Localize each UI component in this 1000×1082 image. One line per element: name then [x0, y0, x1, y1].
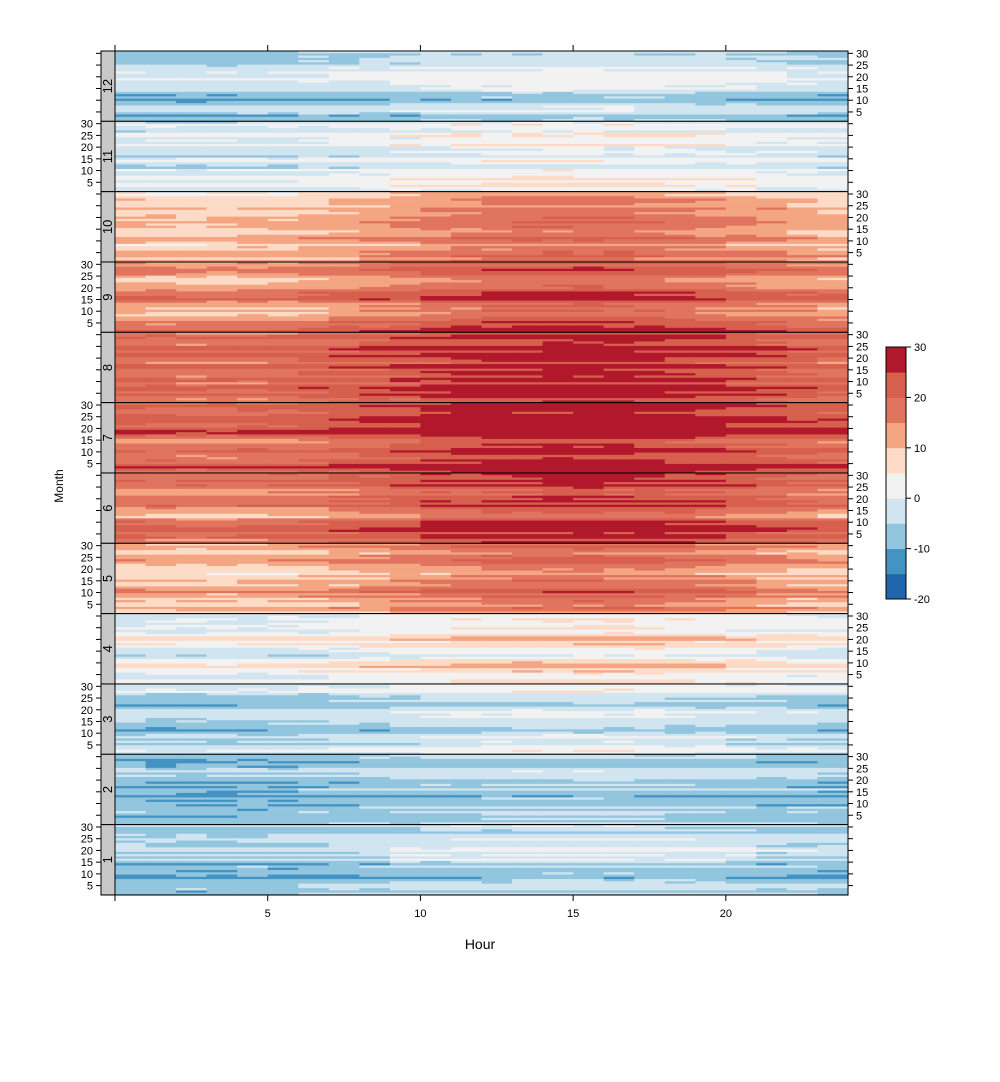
y-tick-label: 20: [856, 353, 868, 365]
y-tick-label: 5: [87, 459, 93, 471]
y-tick-label: 5: [87, 177, 93, 189]
y-tick-label: 25: [81, 412, 93, 424]
y-tick-label: 30: [81, 119, 93, 131]
y-tick-label: 15: [81, 294, 93, 306]
y-tick-label: 25: [81, 130, 93, 142]
panel-label: 8: [100, 364, 115, 371]
y-tick-label: 25: [856, 60, 868, 72]
y-tick-label: 5: [856, 107, 862, 119]
y-tick-label: 5: [856, 248, 862, 260]
y-tick-label: 30: [856, 48, 868, 60]
y-tick-label: 20: [81, 142, 93, 154]
y-tick-label: 20: [856, 72, 868, 84]
y-tick-label: 5: [87, 318, 93, 330]
y-tick-label: 15: [856, 84, 868, 96]
y-tick-label: 30: [81, 259, 93, 271]
panels-layer: 1251015202530115101520253010510152025309…: [81, 48, 869, 895]
y-tick-label: 15: [81, 435, 93, 447]
panel-label: 9: [100, 294, 115, 301]
y-tick-label: 10: [856, 236, 868, 248]
y-tick-label: 30: [856, 330, 868, 342]
panel-label: 11: [100, 150, 115, 164]
panel-label: 7: [100, 434, 115, 441]
panel-label: 10: [100, 220, 115, 234]
y-tick-label: 25: [856, 341, 868, 353]
y-tick-label: 20: [856, 212, 868, 224]
y-tick-label: 15: [856, 224, 868, 236]
y-tick-label: 30: [856, 189, 868, 201]
panel-label: 12: [100, 79, 115, 93]
y-tick-label: 10: [856, 95, 868, 107]
y-tick-label: 25: [81, 271, 93, 283]
y-tick-label: 10: [81, 166, 93, 178]
y-tick-label: 30: [81, 400, 93, 412]
y-tick-label: 15: [81, 154, 93, 166]
y-tick-label: 10: [81, 447, 93, 459]
y-tick-label: 25: [856, 201, 868, 213]
y-tick-label: 10: [856, 377, 868, 389]
y-tick-label: 15: [856, 365, 868, 377]
y-tick-label: 10: [81, 306, 93, 318]
y-tick-label: 20: [81, 423, 93, 435]
y-tick-label: 5: [856, 388, 862, 400]
y-tick-label: 20: [81, 283, 93, 295]
